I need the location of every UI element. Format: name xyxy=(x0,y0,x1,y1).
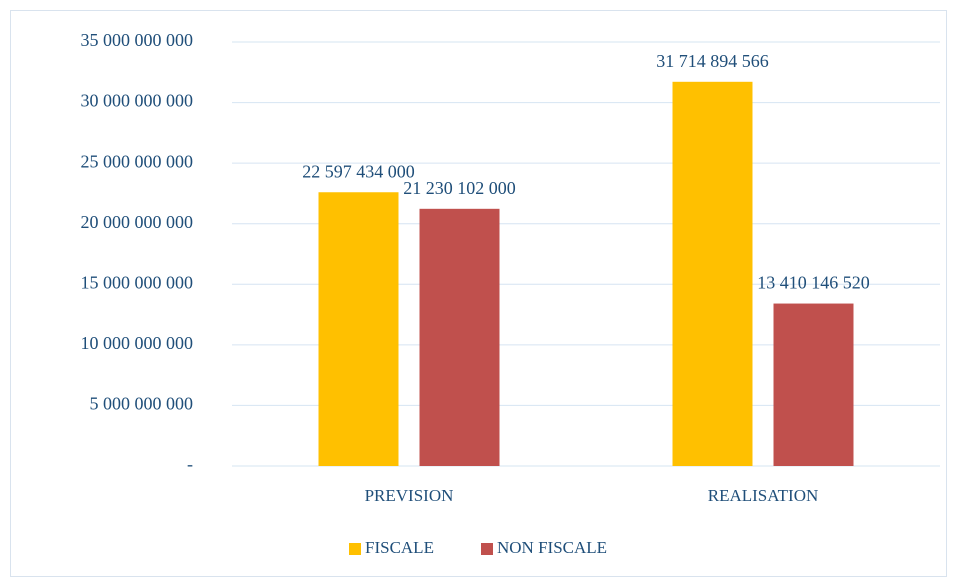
x-tick-label: REALISATION xyxy=(708,486,819,505)
y-tick-label: 25 000 000 000 xyxy=(81,151,194,171)
data-label: 31 714 894 566 xyxy=(656,51,769,71)
legend-swatch xyxy=(349,543,361,555)
data-label: 13 410 146 520 xyxy=(757,273,870,293)
legend-swatch xyxy=(481,543,493,555)
data-label: 22 597 434 000 xyxy=(302,161,415,181)
y-tick-label: 10 000 000 000 xyxy=(81,333,194,353)
legend-label: NON FISCALE xyxy=(497,538,607,557)
y-tick-label: 30 000 000 000 xyxy=(81,91,194,111)
y-tick-label: 15 000 000 000 xyxy=(81,272,194,292)
bar xyxy=(773,303,854,466)
data-label: 21 230 102 000 xyxy=(403,178,516,198)
x-tick-label: PREVISION xyxy=(365,486,454,505)
legend-label: FISCALE xyxy=(365,538,434,557)
y-tick-label: 20 000 000 000 xyxy=(81,212,194,232)
bar xyxy=(672,81,753,467)
y-tick-label: 35 000 000 000 xyxy=(81,30,194,50)
y-tick-label: 5 000 000 000 xyxy=(90,394,194,414)
bar xyxy=(318,192,399,466)
bar xyxy=(419,208,500,466)
y-tick-label: - xyxy=(187,454,193,474)
